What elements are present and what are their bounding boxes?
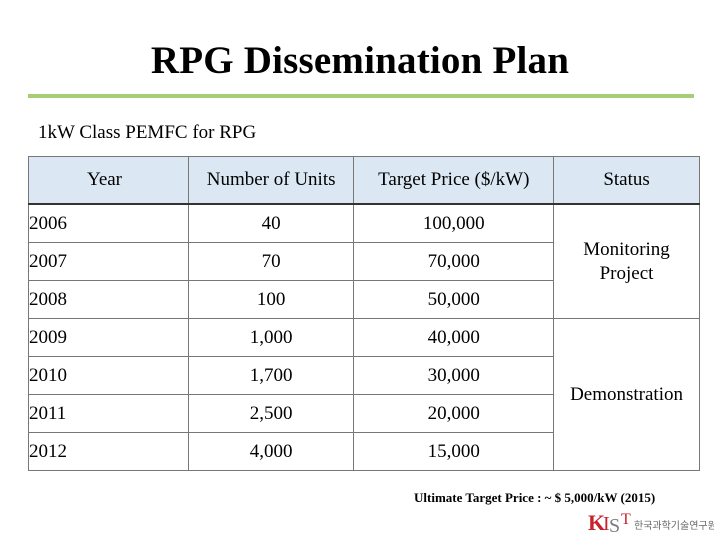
price-cell: 20,000	[353, 394, 555, 433]
year-cell: 2009	[28, 318, 189, 357]
header-year: Year	[28, 156, 189, 205]
price-cell: 100,000	[353, 203, 555, 243]
year-cell: 2007	[28, 242, 189, 281]
svg-text:S: S	[609, 515, 620, 536]
year-cell: 2006	[28, 203, 189, 243]
table-row: 2007 70 70,000	[28, 242, 700, 281]
table-row: 2008 100 50,000	[28, 280, 700, 319]
table-row: 2010 1,700 30,000	[28, 356, 700, 395]
table-header-row: Year Number of Units Target Price ($/kW)…	[28, 156, 700, 205]
price-cell: 70,000	[353, 242, 555, 281]
kist-logo: K I S T 한국과학기술연구원	[588, 510, 714, 536]
svg-text:T: T	[621, 511, 631, 528]
units-cell: 100	[187, 280, 355, 319]
svg-text:K: K	[588, 510, 605, 535]
status-monitoring-cell: Monitoring Project	[553, 203, 700, 319]
table-caption: 1kW Class PEMFC for RPG	[38, 122, 257, 143]
price-cell: 50,000	[353, 280, 555, 319]
slide-title: RPG Dissemination Plan	[150, 39, 570, 82]
units-cell: 4,000	[187, 432, 355, 471]
table-row: 2006 40 100,000 Monitoring Project	[28, 203, 700, 319]
table-row: 2009 1,000 40,000 Demonstration	[28, 318, 700, 471]
price-cell: 15,000	[353, 432, 555, 471]
units-cell: 70	[187, 242, 355, 281]
status-monitoring-label: Monitoring Project	[583, 238, 670, 284]
price-cell: 40,000	[353, 318, 555, 357]
year-cell: 2012	[28, 432, 189, 471]
kist-logo-mark: K I S T	[588, 510, 631, 536]
dissemination-table: Year Number of Units Target Price ($/kW)…	[28, 156, 700, 471]
ultimate-target-note: Ultimate Target Price : ~ $ 5,000/kW (20…	[414, 490, 656, 505]
price-cell: 30,000	[353, 356, 555, 395]
units-cell: 2,500	[187, 394, 355, 433]
year-cell: 2011	[28, 394, 189, 433]
units-cell: 1,700	[187, 356, 355, 395]
table-row: 2011 2,500 20,000	[28, 394, 700, 433]
year-cell: 2010	[28, 356, 189, 395]
table-row: 2012 4,000 15,000	[28, 432, 700, 471]
header-price: Target Price ($/kW)	[353, 156, 555, 205]
year-cell: 2008	[28, 280, 189, 319]
kist-logo-text: 한국과학기술연구원	[634, 520, 714, 532]
title-divider	[28, 94, 694, 98]
svg-text:I: I	[603, 513, 610, 535]
status-demonstration-cell: Demonstration	[553, 318, 700, 471]
units-cell: 40	[187, 203, 355, 243]
units-cell: 1,000	[187, 318, 355, 357]
header-units: Number of Units	[187, 156, 355, 205]
header-status: Status	[553, 156, 700, 205]
